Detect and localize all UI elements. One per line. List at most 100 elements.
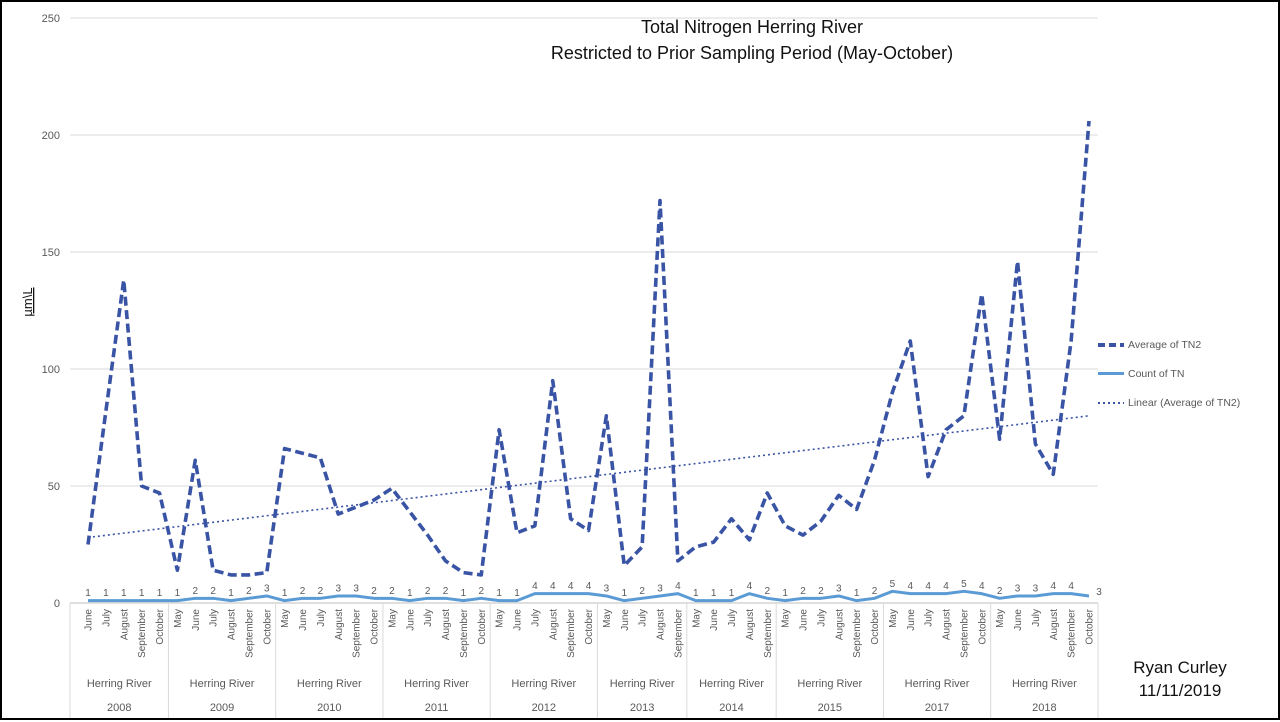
- legend-entry-count-tn[interactable]: Count of TN: [1098, 359, 1280, 388]
- count-data-label: 1: [461, 588, 467, 599]
- month-tick-label: August: [119, 609, 130, 640]
- count-data-label: 1: [157, 588, 163, 599]
- month-tick-label: June: [799, 609, 810, 631]
- river-group-label: Herring River: [190, 678, 255, 690]
- author-date: 11/11/2019: [1138, 681, 1222, 700]
- month-tick-label: September: [352, 608, 363, 658]
- count-data-label: 1: [496, 588, 502, 599]
- year-group-label: 2014: [719, 702, 743, 714]
- month-tick-label: September: [244, 608, 255, 658]
- y-tick-label: 200: [42, 130, 60, 142]
- chart-legend: Average of TN2 Count of TN Linear (Avera…: [1098, 330, 1280, 417]
- month-tick-label: September: [852, 608, 863, 658]
- count-data-label: 1: [621, 588, 627, 599]
- month-tick-label: August: [942, 609, 953, 640]
- count-data-label: 3: [353, 583, 359, 594]
- count-data-label: 2: [192, 586, 198, 597]
- month-tick-label: June: [405, 609, 416, 631]
- count-data-label: 4: [675, 581, 681, 592]
- count-data-label: 2: [389, 586, 395, 597]
- count-data-label: 4: [1050, 581, 1056, 592]
- month-tick-label: July: [924, 609, 935, 627]
- average-of-tn2-line: [86, 120, 1091, 577]
- count-data-label: 2: [764, 586, 770, 597]
- month-tick-label: May: [173, 609, 184, 628]
- count-data-label: 4: [1068, 581, 1074, 592]
- month-tick-label: September: [673, 608, 684, 658]
- year-group-label: 2018: [1032, 702, 1056, 714]
- year-group-label: 2013: [630, 702, 654, 714]
- dashed-line-swatch-icon: [1098, 342, 1124, 347]
- year-group-label: 2009: [210, 702, 234, 714]
- month-tick-label: June: [709, 609, 720, 631]
- count-data-label: 1: [693, 588, 699, 599]
- count-data-label: 3: [1033, 583, 1039, 594]
- count-data-label: 1: [729, 588, 735, 599]
- river-group-label: Herring River: [797, 678, 862, 690]
- river-group-label: Herring River: [511, 678, 576, 690]
- month-tick-label: June: [298, 609, 309, 631]
- count-data-label: 2: [371, 586, 377, 597]
- month-tick-label: September: [566, 608, 577, 658]
- count-data-label: 1: [282, 588, 288, 599]
- year-group-label: 2010: [317, 702, 341, 714]
- month-tick-label: September: [459, 608, 470, 658]
- month-tick-label: August: [334, 609, 345, 640]
- count-data-label: 1: [782, 588, 788, 599]
- month-tick-label: June: [513, 609, 524, 631]
- count-data-label: 2: [478, 586, 484, 597]
- gridlines: [70, 17, 1098, 604]
- month-tick-label: July: [530, 609, 541, 627]
- count-data-label: 5: [961, 579, 967, 590]
- year-group-label: 2012: [532, 702, 556, 714]
- month-tick-label: July: [1031, 609, 1042, 627]
- month-tick-label: July: [816, 609, 827, 627]
- count-data-label: 3: [1096, 587, 1102, 598]
- month-tick-label: May: [280, 609, 291, 628]
- count-of-tn-line: [88, 589, 1090, 603]
- count-data-label: 1: [711, 588, 717, 599]
- river-group-label: Herring River: [905, 678, 970, 690]
- month-tick-label: October: [870, 608, 881, 644]
- count-data-label: 3: [836, 583, 842, 594]
- chart-title: Total Nitrogen Herring River Restricted …: [222, 14, 1280, 66]
- month-tick-label: May: [602, 609, 613, 628]
- month-tick-label: May: [691, 609, 702, 628]
- count-data-label: 2: [997, 586, 1003, 597]
- y-tick-label: 50: [48, 481, 60, 493]
- count-data-label: 2: [818, 586, 824, 597]
- y-tick-label: 150: [42, 247, 60, 259]
- dotted-line-swatch-icon: [1098, 401, 1124, 404]
- legend-entry-linear-trend[interactable]: Linear (Average of TN2): [1098, 388, 1280, 417]
- count-data-label: 2: [639, 586, 645, 597]
- count-data-label: 2: [443, 586, 449, 597]
- legend-entry-average-tn2[interactable]: Average of TN2: [1098, 330, 1280, 359]
- count-data-label: 4: [568, 581, 574, 592]
- count-data-label: 4: [943, 581, 949, 592]
- count-data-label: 5: [890, 579, 896, 590]
- month-tick-label: August: [656, 609, 667, 640]
- legend-label: Linear (Average of TN2): [1128, 396, 1241, 409]
- month-tick-label: August: [745, 609, 756, 640]
- month-tick-label: July: [209, 609, 220, 627]
- month-tick-label: May: [781, 609, 792, 628]
- month-tick-label: August: [227, 609, 238, 640]
- month-tick-label: September: [1067, 608, 1078, 658]
- month-tick-label: July: [316, 609, 327, 627]
- month-tick-label: May: [995, 609, 1006, 628]
- author-name: Ryan Curley: [1133, 658, 1227, 677]
- legend-label: Average of TN2: [1128, 338, 1202, 351]
- month-tick-label: August: [548, 609, 559, 640]
- month-tick-label: October: [584, 608, 595, 644]
- count-data-label: 4: [747, 581, 753, 592]
- month-tick-label: October: [1085, 608, 1096, 644]
- river-group-label: Herring River: [87, 678, 152, 690]
- month-tick-label: October: [262, 608, 273, 644]
- month-tick-label: June: [191, 609, 202, 631]
- year-group-label: 2017: [925, 702, 949, 714]
- count-data-label: 3: [335, 583, 341, 594]
- count-data-label: 4: [925, 581, 931, 592]
- year-group-label: 2008: [107, 702, 131, 714]
- river-group-label: Herring River: [699, 678, 764, 690]
- count-data-label: 3: [657, 583, 663, 594]
